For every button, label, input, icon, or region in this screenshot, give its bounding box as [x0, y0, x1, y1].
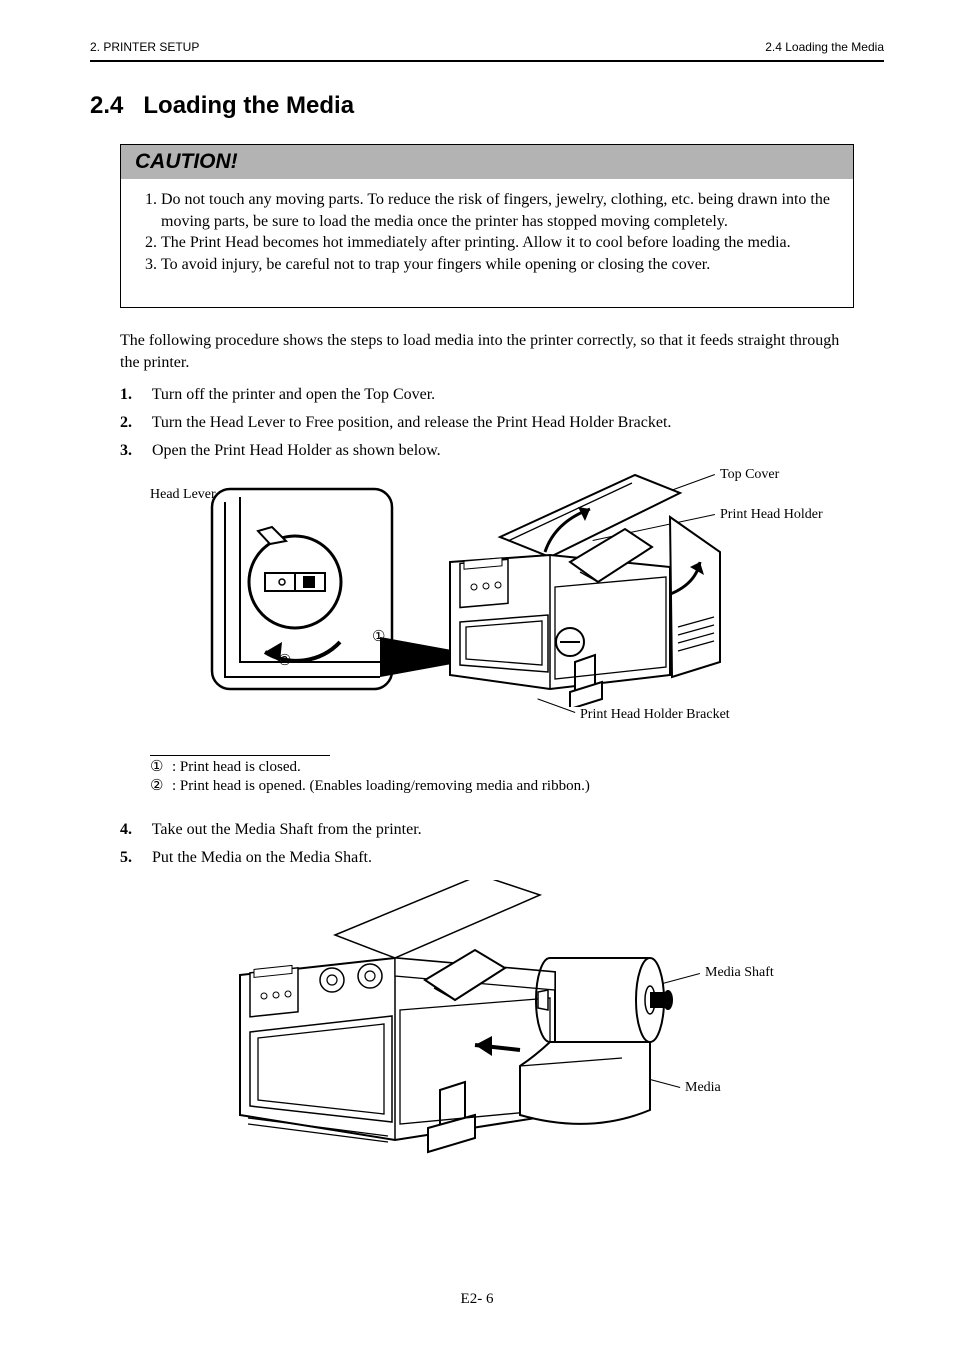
figure-1: Head Lever Top Cover Print Head Holder P…	[150, 467, 854, 747]
step-text: Take out the Media Shaft from the printe…	[152, 821, 422, 838]
caution-item: Do not touch any moving parts. To reduce…	[161, 189, 837, 232]
step-number: 4.	[120, 819, 148, 841]
step-text: Turn the Head Lever to Free position, an…	[152, 414, 672, 431]
section-number: 2.4	[90, 92, 123, 119]
printer-media-load-illustration	[220, 880, 760, 1190]
page-header: 2. PRINTER SETUP 2.4 Loading the Media	[90, 40, 884, 54]
step-text: Turn off the printer and open the Top Co…	[152, 386, 435, 403]
circle-number-icon: ②	[150, 777, 172, 797]
explanation-text: : Print head is closed.	[172, 758, 301, 778]
page-number: E2- 6	[0, 1291, 954, 1308]
section-title: 2.4 Loading the Media	[90, 92, 884, 120]
step-number: 1.	[120, 384, 148, 406]
label-print-head-holder: Print Head Holder	[720, 507, 823, 523]
label-head-lever: Head Lever	[150, 487, 216, 503]
step-number: 5.	[120, 847, 148, 869]
caution-box: CAUTION! Do not touch any moving parts. …	[120, 144, 854, 308]
step-3: 3. Open the Print Head Holder as shown b…	[120, 440, 854, 462]
explanation-rule	[150, 755, 330, 756]
caution-list: Do not touch any moving parts. To reduce…	[141, 189, 837, 275]
figure-2: Media Shaft Media	[150, 880, 854, 1200]
caution-heading: CAUTION!	[121, 145, 853, 179]
inset-head-lever-illustration	[210, 487, 400, 697]
page-number-prefix: E2-	[461, 1291, 483, 1307]
intro-paragraph: The following procedure shows the steps …	[120, 330, 854, 373]
caution-item: To avoid injury, be careful not to trap …	[161, 254, 837, 276]
explanation-text: : Print head is opened. (Enables loading…	[172, 777, 590, 797]
step-number: 3.	[120, 440, 148, 462]
step-text: Put the Media on the Media Shaft.	[152, 849, 372, 866]
step-2: 2. Turn the Head Lever to Free position,…	[120, 412, 854, 434]
step-number: 2.	[120, 412, 148, 434]
caution-item: The Print Head becomes hot immediately a…	[161, 232, 837, 254]
label-head-holder-bracket: Print Head Holder Bracket	[580, 707, 780, 723]
page-number-value: 6	[482, 1291, 493, 1307]
step-1: 1. Turn off the printer and open the Top…	[120, 384, 854, 406]
printer-open-illustration	[420, 467, 730, 707]
header-rule	[90, 60, 884, 62]
header-right: 2.4 Loading the Media	[765, 40, 884, 54]
section-text: Loading the Media	[143, 92, 354, 119]
step-4: 4. Take out the Media Shaft from the pri…	[120, 819, 854, 841]
explanation-1: ① : Print head is closed.	[150, 758, 884, 778]
header-left: 2. PRINTER SETUP	[90, 40, 199, 54]
circle-number-icon: ①	[150, 758, 172, 778]
step-text: Open the Print Head Holder as shown belo…	[152, 442, 441, 459]
explanation-2: ② : Print head is opened. (Enables loadi…	[150, 777, 884, 797]
step-5: 5. Put the Media on the Media Shaft.	[120, 847, 854, 869]
label-circle-2: ②	[278, 653, 291, 670]
